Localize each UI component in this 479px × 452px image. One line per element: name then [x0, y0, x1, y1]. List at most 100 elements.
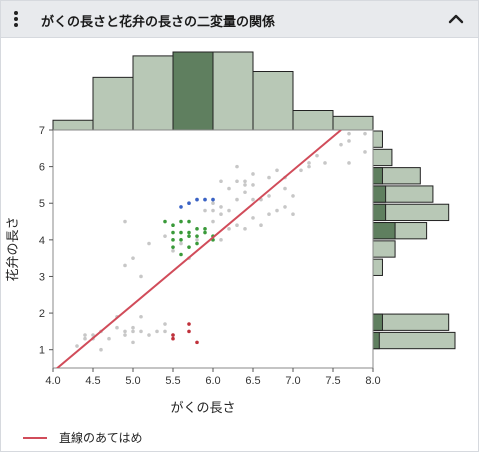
data-point-gray — [299, 168, 303, 173]
data-point-gray — [171, 249, 175, 253]
data-point-gray — [131, 340, 135, 345]
data-point-gray — [219, 238, 223, 242]
data-point-gray — [315, 153, 319, 158]
data-point-gray — [131, 256, 135, 260]
data-point-gray — [267, 212, 271, 217]
data-point-green — [179, 230, 183, 235]
data-point-gray — [283, 205, 287, 209]
panel-header[interactable]: がくの長さと花弁の長さの二変量の関係 — [1, 1, 478, 38]
data-point-green — [195, 234, 199, 238]
data-point-gray — [307, 164, 311, 169]
right-histogram-highlight — [372, 185, 387, 203]
data-point-green — [203, 227, 207, 231]
data-point-green — [171, 245, 175, 249]
data-point-green — [187, 245, 191, 249]
data-point-gray — [211, 208, 215, 213]
data-point-gray — [235, 197, 239, 202]
top-histogram-bar — [92, 76, 134, 131]
fit-line — [55, 130, 342, 368]
y-tick-label: 2 — [39, 308, 45, 320]
data-point-gray — [275, 168, 279, 173]
top-histogram-bar — [172, 51, 214, 131]
right-histogram-bar — [372, 130, 383, 148]
data-point-gray — [251, 197, 255, 202]
y-tick-label: 4 — [39, 235, 45, 247]
data-point-gray — [123, 263, 127, 268]
right-histogram-highlight — [372, 313, 383, 331]
data-point-gray — [291, 212, 295, 217]
data-point-gray — [227, 208, 231, 213]
data-point-gray — [75, 344, 79, 348]
data-point-gray — [243, 227, 247, 231]
data-point-gray — [139, 314, 143, 319]
data-point-gray — [227, 227, 231, 231]
x-tick-label: 5.5 — [165, 375, 180, 387]
data-point-green — [179, 252, 183, 257]
data-point-gray — [83, 333, 87, 337]
data-point-gray — [99, 347, 103, 352]
data-point-gray — [283, 186, 287, 191]
data-point-gray — [275, 208, 279, 213]
top-histogram-bar — [52, 119, 94, 131]
right-histogram-highlight — [372, 167, 383, 185]
data-point-blue — [187, 201, 191, 206]
data-point-gray — [323, 161, 327, 165]
data-point-gray — [179, 241, 183, 246]
data-point-gray — [147, 333, 151, 337]
data-point-green — [171, 238, 175, 242]
right-histogram-highlight — [372, 203, 387, 222]
y-tick-label: 6 — [39, 162, 45, 174]
data-point-gray — [251, 183, 255, 187]
data-point-gray — [83, 336, 87, 341]
x-tick-label: 6.5 — [245, 375, 260, 387]
right-histogram-bar — [372, 313, 450, 331]
data-point-gray — [123, 333, 127, 337]
x-tick-label: 7.0 — [285, 375, 300, 387]
data-point-gray — [155, 329, 159, 334]
data-point-gray — [347, 139, 351, 143]
legend-label: 直線のあてはめ — [59, 431, 143, 445]
data-point-gray — [235, 179, 239, 184]
data-point-green — [171, 230, 175, 235]
data-point-gray — [163, 234, 167, 238]
scatter-chart: 4.0 4.5 5.0 5.5 6.0 6.5 7.0 7.5 8.0 1 2 3 4 5 6 7 がくの長さ 花… — [5, 51, 456, 416]
data-point-gray — [243, 179, 247, 184]
data-point-gray — [131, 325, 135, 330]
data-point-gray — [131, 329, 135, 334]
data-point-gray — [251, 216, 255, 220]
data-point-gray — [115, 325, 119, 330]
data-point-gray — [139, 329, 143, 334]
right-histogram-highlight — [372, 222, 396, 240]
fit-line-swatch — [23, 437, 47, 439]
x-tick-label: 5.0 — [125, 375, 140, 387]
data-point-gray — [219, 212, 223, 217]
y-tick-label: 5 — [39, 198, 45, 210]
y-tick-label: 1 — [39, 345, 45, 357]
data-point-gray — [251, 172, 255, 176]
data-point-gray — [243, 190, 247, 195]
plot-frame — [52, 129, 374, 369]
data-point-red — [171, 333, 175, 337]
data-point-gray — [163, 329, 167, 334]
panel-title: がくの長さと花弁の長さの二変量の関係 — [41, 14, 276, 29]
data-point-gray — [147, 241, 151, 246]
right-histogram-highlight — [372, 331, 380, 350]
data-point-gray — [267, 175, 271, 180]
data-point-blue — [179, 205, 183, 209]
data-point-green — [179, 219, 183, 224]
kebab-menu-icon[interactable] — [11, 9, 21, 29]
data-point-green — [171, 223, 175, 227]
data-point-red — [171, 336, 175, 341]
data-point-gray — [291, 194, 295, 198]
y-axis-label: 花弁の長さ — [5, 216, 21, 281]
right-histogram-bar — [372, 240, 396, 258]
chevron-up-icon[interactable] — [444, 7, 468, 31]
x-axis-label: がくの長さ — [170, 401, 235, 416]
data-point-gray — [163, 322, 167, 326]
data-point-gray — [123, 219, 127, 224]
data-point-green — [203, 230, 207, 235]
x-tick-label: 4.5 — [85, 375, 100, 387]
data-point-green — [195, 227, 199, 231]
data-point-green — [163, 219, 167, 224]
